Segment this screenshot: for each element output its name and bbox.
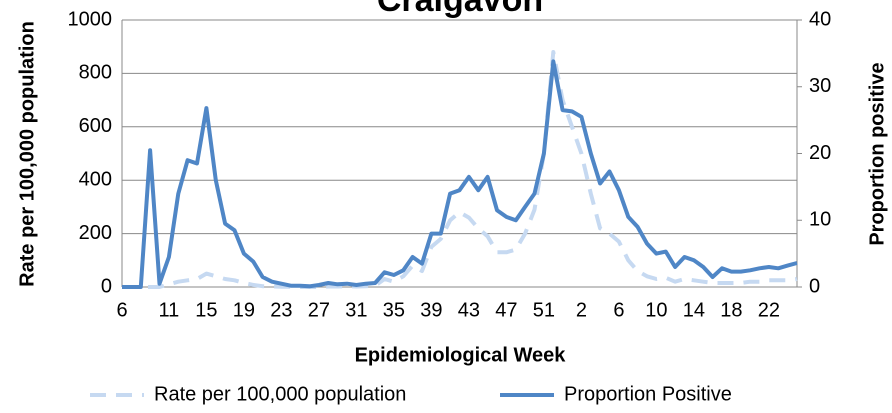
x-tick-label: 19 xyxy=(233,299,255,321)
y2-tick-label: 10 xyxy=(809,209,831,231)
y-tick-label: 1000 xyxy=(68,8,113,30)
series-line xyxy=(122,50,798,289)
legend-label: Rate per 100,000 population xyxy=(154,383,406,405)
y-tick-label: 600 xyxy=(79,115,112,137)
x-tick-label: 6 xyxy=(116,299,127,321)
x-tick-label: 27 xyxy=(308,299,330,321)
x-tick-label: 14 xyxy=(683,299,705,321)
y-tick-label: 400 xyxy=(79,168,112,190)
y2-tick-label: 40 xyxy=(809,8,831,30)
series-line xyxy=(122,59,798,289)
x-tick-label: 15 xyxy=(195,299,217,321)
x-tick-label: 23 xyxy=(270,299,292,321)
x-tick-label: 43 xyxy=(458,299,480,321)
y2-tick-label: 30 xyxy=(809,75,831,97)
x-tick-label: 22 xyxy=(758,299,780,321)
x-tick-label: 39 xyxy=(420,299,442,321)
x-tick-label: 18 xyxy=(720,299,742,321)
x-tick-label: 2 xyxy=(576,299,587,321)
y-axis-label: Rate per 100,000 population xyxy=(16,21,38,287)
y-tick-label: 0 xyxy=(101,275,112,297)
x-tick-label: 47 xyxy=(495,299,517,321)
x-tick-label: 51 xyxy=(533,299,555,321)
chart-title: Craigavon xyxy=(377,0,543,19)
x-tick-label: 35 xyxy=(383,299,405,321)
y2-tick-label: 20 xyxy=(809,142,831,164)
x-tick-label: 31 xyxy=(345,299,367,321)
x-tick-label: 11 xyxy=(158,299,179,321)
x-tick-label: 10 xyxy=(645,299,667,321)
x-axis-label: Epidemiological Week xyxy=(355,344,567,366)
y2-tick-label: 0 xyxy=(809,275,820,297)
y-tick-label: 200 xyxy=(79,222,112,244)
y-tick-label: 800 xyxy=(79,62,112,84)
x-tick-label: 6 xyxy=(613,299,624,321)
y2-axis-label: Proportion positive xyxy=(866,62,888,245)
legend-label: Proportion Positive xyxy=(564,383,732,405)
